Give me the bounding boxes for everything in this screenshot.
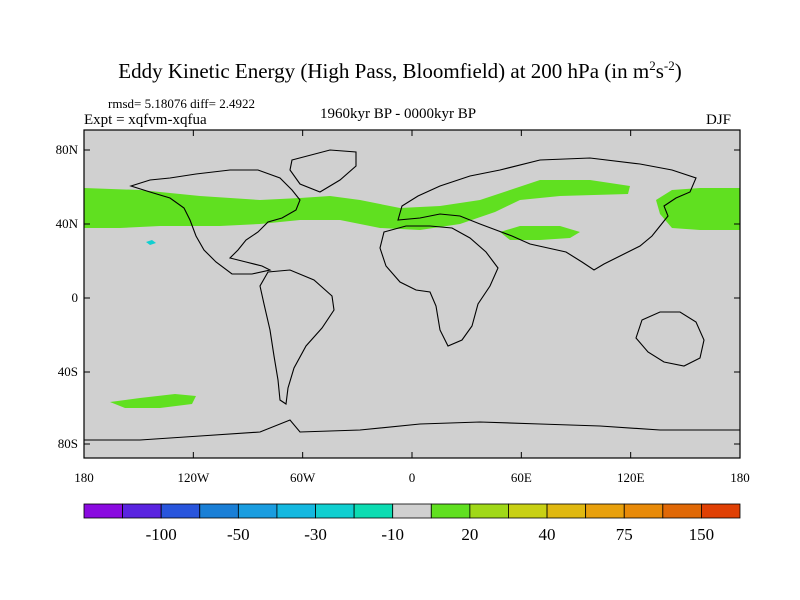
coast-antarctica <box>84 419 740 441</box>
coast-eurasia <box>397 157 697 271</box>
colorbar-swatch <box>662 503 702 519</box>
colorbar-swatch <box>276 503 316 519</box>
lon-label: 120W <box>177 470 210 485</box>
pacific-negative-patch <box>146 240 156 245</box>
colorbar-swatch <box>122 503 162 519</box>
anomaly-layer <box>84 180 740 408</box>
colorbar-swatch <box>392 503 432 519</box>
lon-label: 120E <box>617 470 645 485</box>
season-label: DJF <box>706 112 732 128</box>
colorbar-label: -10 <box>381 525 404 544</box>
colorbar-label: 40 <box>539 525 556 544</box>
coast-greenland <box>289 149 357 193</box>
lat-label: 40N <box>56 216 79 231</box>
colorbar-swatch <box>199 503 239 519</box>
colorbar: -100 -50 -30 -10 20 40 75 150 <box>83 503 741 544</box>
lon-label: 60W <box>290 470 316 485</box>
period-label: 1960kyr BP - 0000kyr BP <box>320 106 477 122</box>
coast-north-america <box>129 169 301 275</box>
colorbar-swatch <box>585 503 625 519</box>
stats-text: rmsd= 5.18076 diff= 2.4922 <box>108 96 255 111</box>
colorbar-swatch <box>315 503 355 519</box>
latitude-axis: 80N 40N 0 40S 80S <box>56 142 740 451</box>
jet-band-atlantic-asia <box>84 180 630 230</box>
colorbar-label: 75 <box>616 525 633 544</box>
colorbar-swatch <box>353 503 394 519</box>
colorbar-label: -30 <box>304 525 327 544</box>
southern-ocean-patch <box>110 394 196 408</box>
lon-label: 0 <box>409 470 416 485</box>
colorbar-label: 150 <box>689 525 715 544</box>
map-background <box>84 130 740 458</box>
colorbar-label: -100 <box>146 525 177 544</box>
lon-label: 60E <box>511 470 532 485</box>
coastlines <box>84 149 740 441</box>
lat-label: 40S <box>58 364 78 379</box>
colorbar-swatch <box>623 503 664 519</box>
colorbar-swatch <box>508 503 548 519</box>
lat-label: 80S <box>58 436 78 451</box>
chart-title: Eddy Kinetic Energy (High Pass, Bloomfie… <box>118 58 682 83</box>
colorbar-swatch <box>546 503 587 519</box>
longitude-axis: 180 120W 60W 0 60E 120E 180 <box>74 130 750 485</box>
subtropical-jet-patch <box>500 226 580 240</box>
coast-south-america <box>259 269 335 405</box>
jet-band-east-asia-pacific <box>656 188 740 230</box>
colorbar-swatch <box>160 503 201 519</box>
colorbar-swatch <box>469 503 509 519</box>
lon-label: 180 <box>730 470 750 485</box>
colorbar-swatch <box>701 503 741 519</box>
lat-label: 80N <box>56 142 79 157</box>
colorbar-swatch <box>430 503 471 519</box>
colorbar-swatch <box>83 503 123 519</box>
lat-label: 0 <box>72 290 79 305</box>
colorbar-label: 20 <box>461 525 478 544</box>
colorbar-label: -50 <box>227 525 250 544</box>
coast-australia <box>635 311 705 367</box>
lon-label: 180 <box>74 470 94 485</box>
coast-africa <box>379 225 499 347</box>
experiment-label: Expt = xqfvm-xqfua <box>84 112 207 128</box>
colorbar-swatch <box>237 503 278 519</box>
